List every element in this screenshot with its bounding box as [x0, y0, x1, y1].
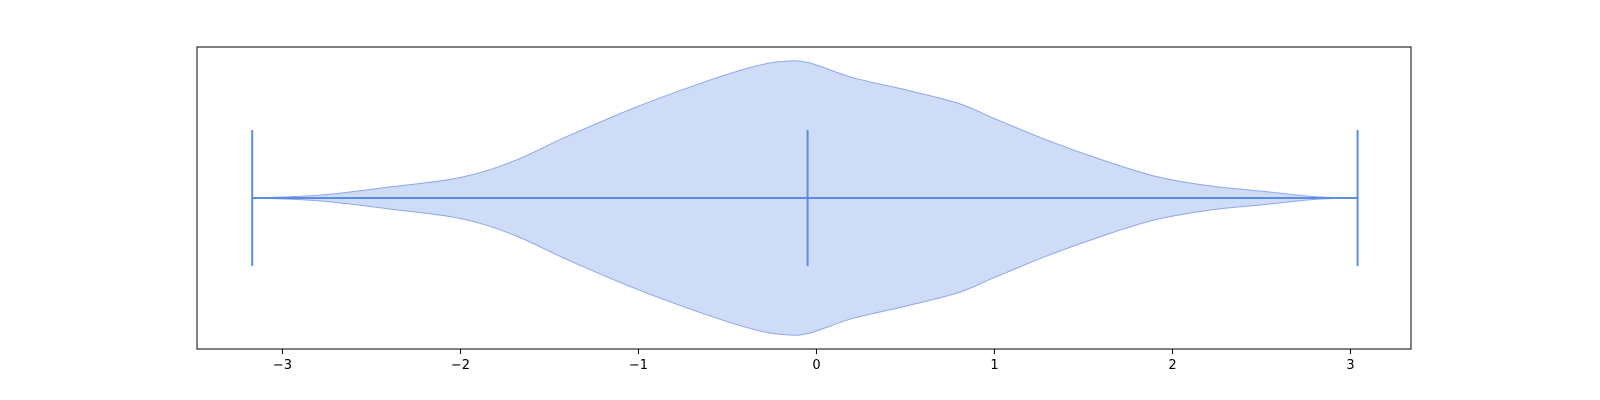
- x-tick-label: 3: [1346, 358, 1354, 373]
- x-tick-label: 1: [990, 358, 998, 373]
- x-tick-label: −2: [451, 358, 470, 373]
- x-tick-label: −1: [629, 358, 648, 373]
- x-tick-label: 2: [1168, 358, 1176, 373]
- plot-frame: [196, 46, 1412, 350]
- x-tick-label: 0: [812, 358, 820, 373]
- x-axis: −3 −2 −1 0 1 2 3: [273, 349, 1355, 373]
- x-tick-label: −3: [273, 358, 292, 373]
